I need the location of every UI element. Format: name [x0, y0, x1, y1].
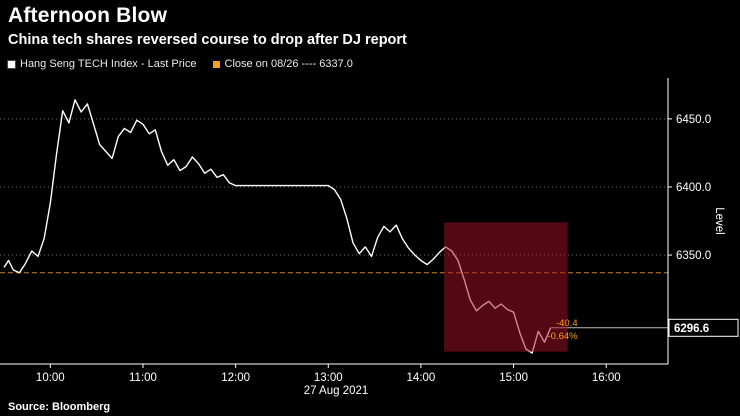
x-tick-label: 11:00: [129, 372, 157, 384]
y-tick-label: 6450.0: [676, 114, 711, 126]
x-tick-label: 12:00: [221, 372, 250, 384]
change-annotation: -40.4: [556, 318, 578, 329]
source-label: Source: Bloomberg: [8, 401, 111, 413]
date-label: 27 Aug 2021: [304, 385, 369, 397]
change-pct-annotation: -0.64%: [548, 331, 579, 342]
y-tick-label: 6350.0: [676, 250, 711, 262]
gridlines: 6350.0 6400.0 6450.0: [0, 114, 711, 262]
legend: Hang Seng TECH Index - Last Price Close …: [8, 58, 353, 70]
chart-subtitle: China tech shares reversed course to dro…: [8, 32, 407, 48]
price-line-group: [3, 99, 668, 354]
y-axis-title: Level: [713, 207, 725, 235]
last-price-swatch-icon: [8, 60, 15, 68]
legend-item-close: Close on 08/26 ---- 6337.0: [212, 58, 353, 70]
close-swatch-icon: [212, 60, 220, 68]
legend-close-label: Close on 08/26 ---- 6337.0: [224, 58, 353, 70]
x-tick-label: 13:00: [314, 372, 343, 384]
chart-title: Afternoon Blow: [8, 4, 168, 27]
y-tick-label: 6400.0: [676, 182, 711, 194]
x-tick-label: 14:00: [407, 372, 436, 384]
axes: 10:00 11:00 12:00 13:00 14:00 15:00 16:00: [0, 78, 669, 384]
x-tick-label: 10:00: [36, 372, 65, 384]
highlight-region-group: [444, 222, 568, 352]
x-tick-label: 15:00: [499, 372, 528, 384]
legend-item-last-price: Hang Seng TECH Index - Last Price: [8, 58, 197, 70]
last-price-label: 6296.6: [674, 323, 709, 335]
last-price-callout: 6296.6: [668, 318, 739, 337]
chart-header: Afternoon Blow China tech shares reverse…: [8, 2, 407, 48]
highlight-region: [444, 222, 568, 352]
last-price-box: [668, 318, 739, 337]
x-tick-label: 16:00: [592, 372, 621, 384]
legend-last-price-label: Hang Seng TECH Index - Last Price: [20, 58, 197, 70]
